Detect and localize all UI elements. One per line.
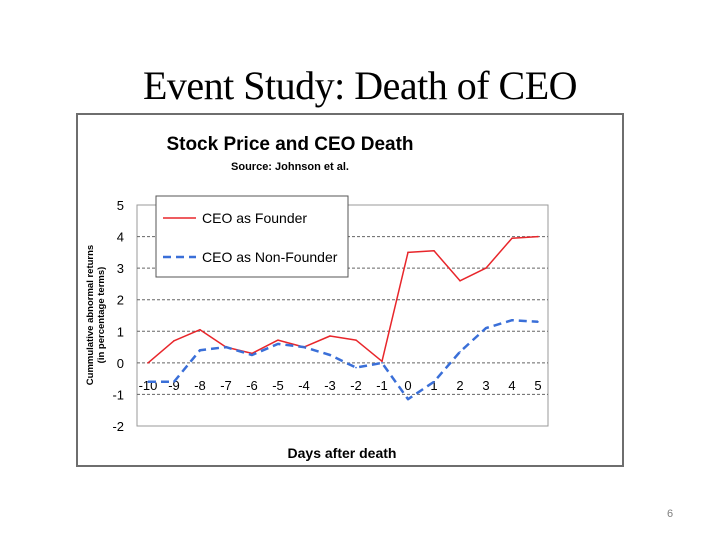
- data-point-non-founder: [277, 343, 279, 345]
- data-point-non-founder: [199, 349, 201, 352]
- data-point-non-founder: [251, 354, 253, 356]
- data-point-non-founder: [225, 346, 227, 348]
- data-point-non-founder: [173, 381, 175, 383]
- x-tick-label: -3: [324, 378, 336, 393]
- data-point-non-founder: [329, 354, 331, 356]
- y-tick-label: 1: [117, 324, 124, 339]
- data-point-founder: [485, 267, 487, 269]
- x-tick-label: -8: [194, 378, 206, 393]
- x-tick-label: -4: [298, 378, 310, 393]
- legend-label-non-founder: CEO as Non-Founder: [202, 249, 338, 265]
- data-point-founder: [329, 335, 331, 337]
- data-point-founder: [537, 235, 539, 238]
- data-point-founder: [199, 328, 201, 331]
- y-tick-label: 5: [117, 198, 124, 213]
- x-tick-label: 3: [482, 378, 489, 393]
- x-tick-label: 4: [508, 378, 515, 393]
- data-point-non-founder: [537, 321, 539, 323]
- data-point-founder: [433, 249, 435, 252]
- y-axis-label-line2: (in percentage terms): [96, 267, 107, 364]
- chart-frame: Stock Price and CEO Death Source: Johnso…: [76, 113, 624, 467]
- y-axis-label-line1: Cummulative abnormal returns: [85, 245, 96, 385]
- series-points: [147, 235, 539, 400]
- x-tick-label: -5: [272, 378, 284, 393]
- y-tick-label: -1: [112, 387, 124, 402]
- chart-header: Stock Price and CEO Death Source: Johnso…: [166, 134, 413, 173]
- data-point-non-founder: [303, 346, 305, 348]
- x-axis-ticks: -10 -9 -8 -7 -6 -5 -4 -3 -2 -1 0 1 2 3 4 5: [139, 378, 542, 393]
- data-point-founder: [511, 237, 513, 239]
- data-point-non-founder: [355, 366, 357, 369]
- x-tick-label: 5: [534, 378, 541, 393]
- data-point-founder: [173, 339, 175, 342]
- y-axis-label: Cummulative abnormal returns (in percent…: [85, 245, 107, 385]
- data-point-non-founder: [485, 327, 487, 329]
- line-chart: Stock Price and CEO Death Source: Johnso…: [85, 134, 549, 461]
- x-tick-label: -7: [220, 378, 232, 393]
- data-point-founder: [407, 251, 409, 254]
- legend-box: [155, 195, 349, 278]
- x-tick-label: -9: [168, 378, 180, 393]
- data-point-founder: [277, 339, 279, 341]
- data-point-founder: [355, 339, 357, 341]
- data-point-founder: [459, 279, 461, 282]
- data-point-non-founder: [459, 351, 461, 353]
- data-point-non-founder: [511, 319, 513, 322]
- y-tick-label: -2: [112, 419, 124, 434]
- data-point-non-founder: [407, 398, 409, 400]
- legend-label-founder: CEO as Founder: [202, 210, 307, 226]
- page-number: 6: [666, 508, 674, 520]
- data-point-non-founder: [381, 362, 383, 364]
- x-axis-label: Days after death: [288, 445, 397, 461]
- x-tick-label: 2: [456, 378, 463, 393]
- data-point-founder: [381, 360, 383, 363]
- data-point-non-founder: [433, 381, 435, 383]
- y-tick-label: 2: [117, 293, 124, 308]
- slide-title: Event Study: Death of CEO: [142, 63, 578, 108]
- y-axis-ticks: 5 4 3 2 1 0 -1 -2: [112, 198, 124, 434]
- series-line-non-founder: [148, 318, 539, 401]
- chart-title: Stock Price and CEO Death: [166, 134, 413, 155]
- x-tick-label: -6: [246, 378, 258, 393]
- series-lines: [147, 235, 539, 401]
- data-point-founder: [251, 352, 253, 355]
- x-tick-label: -1: [376, 378, 388, 393]
- y-tick-label: 0: [117, 356, 124, 371]
- x-tick-label: -10: [139, 378, 158, 393]
- legend: CEO as Founder CEO as Non-Founder: [155, 195, 349, 278]
- x-tick-label: 1: [430, 378, 437, 393]
- y-tick-label: 3: [117, 261, 124, 276]
- series-line-founder: [147, 235, 539, 364]
- data-point-non-founder: [147, 381, 149, 383]
- x-tick-label: 0: [404, 378, 411, 393]
- chart-subtitle: Source: Johnson et al.: [231, 161, 349, 173]
- y-tick-label: 4: [117, 230, 124, 245]
- data-point-founder: [147, 362, 149, 364]
- x-tick-label: -2: [350, 378, 362, 393]
